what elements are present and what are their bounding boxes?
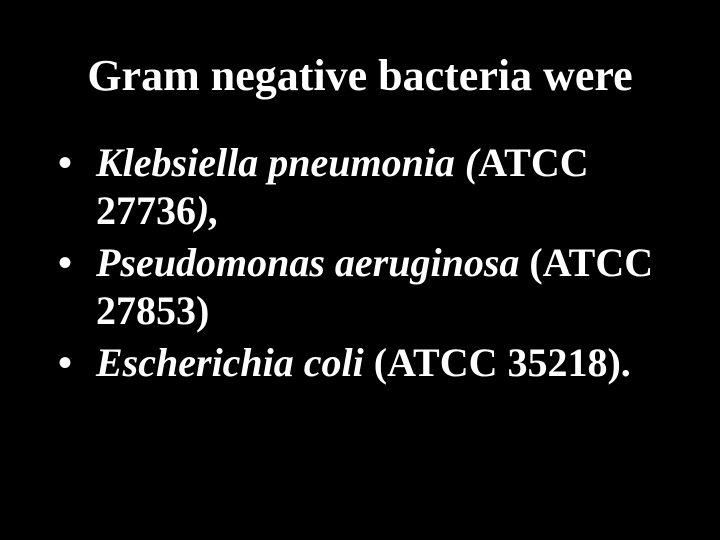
slide: Gram negative bacteria were Klebsiella p… — [0, 0, 720, 540]
strain-code: (ATCC 35218). — [364, 340, 631, 385]
slide-title: Gram negative bacteria were — [48, 50, 672, 101]
species-name: Pseudomonas aeruginosa — [96, 240, 519, 285]
list-item: Pseudomonas aeruginosa (ATCC 27853) — [50, 239, 672, 335]
list-item: Klebsiella pneumonia (ATCC 27736), — [50, 139, 672, 235]
trailing: ), — [196, 188, 219, 233]
list-item: Escherichia coli (ATCC 35218). — [50, 339, 672, 387]
species-name: Klebsiella pneumonia ( — [96, 140, 478, 185]
species-name: Escherichia coli — [96, 340, 364, 385]
bullet-list: Klebsiella pneumonia (ATCC 27736), Pseud… — [48, 139, 672, 387]
